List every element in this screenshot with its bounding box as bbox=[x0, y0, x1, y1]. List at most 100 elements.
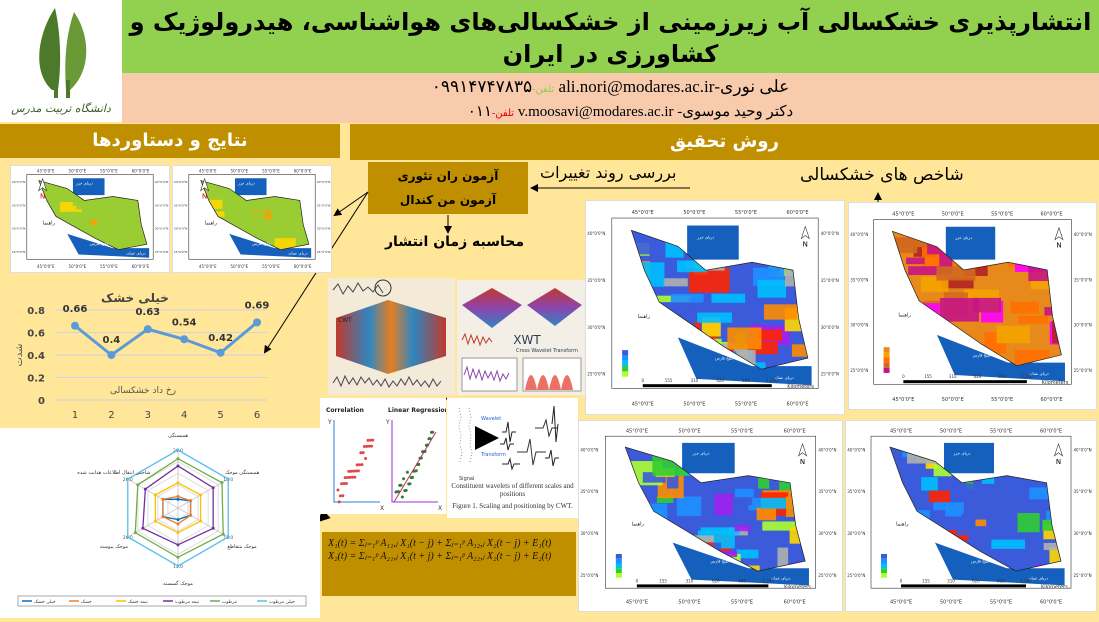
scatter-point bbox=[342, 482, 346, 486]
lon-tick: 60°0'0"E bbox=[787, 401, 809, 407]
lat-tick: 35°0'0"N bbox=[821, 278, 839, 283]
caspian-label: دریای خزر bbox=[692, 450, 710, 455]
legend-color bbox=[622, 355, 629, 361]
scatter-point bbox=[336, 488, 340, 492]
radar-point bbox=[211, 526, 215, 530]
radar-axis-label: موجک پیوسته bbox=[100, 544, 129, 550]
lon-tick: 60°0'0"E bbox=[1040, 599, 1062, 605]
radar-point bbox=[176, 448, 180, 452]
lon-tick: 55°0'0"E bbox=[100, 264, 118, 269]
arrow-to-maps bbox=[333, 191, 369, 217]
legend-label: نیمه مرطوب bbox=[175, 600, 199, 605]
north-label: N bbox=[40, 193, 45, 201]
oman-label: دریای عمان bbox=[126, 251, 146, 256]
scale-tick: 620 bbox=[972, 578, 980, 583]
regression-axes bbox=[391, 420, 438, 503]
gulf-label: خلیج فارس bbox=[90, 241, 109, 246]
scatter-point bbox=[359, 451, 363, 455]
scatter-point bbox=[356, 469, 360, 473]
trend-review-label: بررسی روند تغییرات bbox=[540, 163, 677, 182]
wavelet-label: Wavelet bbox=[481, 416, 501, 422]
map-cell bbox=[961, 513, 975, 529]
lon-tick: 50°0'0"E bbox=[942, 211, 964, 217]
map-cell bbox=[996, 325, 1030, 344]
lat-tick: 30°0'0"N bbox=[12, 227, 26, 231]
lat-tick: 30°0'0"N bbox=[580, 531, 598, 536]
legend-color bbox=[881, 573, 887, 578]
lon-tick: 55°0'0"E bbox=[262, 168, 280, 173]
legend-title: راهنما bbox=[205, 220, 218, 226]
cwt-illustration: CWT bbox=[328, 278, 455, 395]
north-label: N bbox=[202, 193, 207, 201]
map-cell bbox=[700, 527, 740, 535]
lat-tick: 35°0'0"N bbox=[850, 277, 868, 282]
country-border bbox=[200, 180, 310, 251]
lat-tick: 25°0'0"N bbox=[1074, 573, 1092, 578]
y-tick-label: 0.2 bbox=[27, 374, 45, 385]
author-email[interactable]: v.moosavi@modares.ac.ir bbox=[517, 104, 674, 120]
map-cell bbox=[59, 202, 83, 212]
lon-tick: 50°0'0"E bbox=[942, 397, 964, 403]
persian-gulf bbox=[935, 542, 1065, 586]
map-cell bbox=[768, 261, 780, 276]
lon-tick: 60°0'0"E bbox=[1040, 428, 1062, 434]
lat-tick: 40°0'0"N bbox=[1074, 232, 1092, 237]
north-label: N bbox=[1056, 458, 1061, 466]
legend-color bbox=[622, 360, 629, 367]
scale-tick: 310 bbox=[949, 374, 957, 379]
radar-point bbox=[136, 483, 140, 487]
scale-bar bbox=[642, 384, 772, 388]
scatter-point bbox=[404, 488, 408, 492]
north-arrow-icon bbox=[797, 442, 808, 457]
persian-gulf bbox=[67, 233, 150, 258]
signal-label: Signal bbox=[459, 476, 474, 482]
x-axis-label: X bbox=[380, 505, 384, 512]
author-1: علی نوری-ali.nori@modares.ac.ir تلفن-۰۹۹… bbox=[122, 76, 1099, 101]
radar-chart-panel: همبستگی20.0همبستگی موجک18.0موجک متقاطع18… bbox=[0, 428, 320, 618]
results-heading: نتایج و دستاوردها bbox=[0, 124, 340, 158]
lat-tick: 40°0'0"N bbox=[587, 231, 605, 236]
logo-text: دانشگاه تربیت مدرس bbox=[11, 102, 111, 115]
scale-tick: 930 bbox=[742, 378, 750, 383]
x-tick-label: 6 bbox=[254, 410, 260, 421]
x-tick-label: 3 bbox=[145, 410, 151, 421]
x-axis-label: رخ داد خشکسالی bbox=[110, 386, 176, 396]
scatter-point bbox=[405, 470, 409, 474]
caspian-label: دریای خزر bbox=[75, 181, 93, 186]
gulf-label: خلیج فارس bbox=[711, 559, 730, 564]
scatter-point bbox=[366, 438, 370, 442]
lat-tick: 30°0'0"N bbox=[818, 531, 836, 536]
legend-color bbox=[883, 357, 890, 363]
scatter-point bbox=[408, 482, 412, 486]
map-cell bbox=[247, 211, 266, 222]
run-theory-test: آزمون ران تئوری bbox=[397, 169, 499, 183]
lat-tick: 35°0'0"N bbox=[1074, 489, 1092, 494]
north-arrow-icon bbox=[800, 225, 810, 240]
lat-tick: 40°0'0"N bbox=[818, 447, 836, 452]
lon-tick: 45°0'0"E bbox=[626, 428, 648, 434]
author-email[interactable]: ali.nori@modares.ac.ir bbox=[558, 77, 715, 96]
caspian-sea bbox=[944, 442, 994, 474]
lon-tick: 60°0'0"E bbox=[784, 428, 806, 434]
lon-tick: 55°0'0"E bbox=[991, 211, 1013, 217]
scale-tick: 930 bbox=[997, 578, 1005, 583]
x-tick-label: 4 bbox=[181, 410, 187, 421]
oman-label: دریای عمان bbox=[1029, 576, 1049, 581]
oman-label: دریای عمان bbox=[288, 251, 308, 256]
xwt-illustration: XWT Cross Wavelet Transform bbox=[457, 280, 585, 395]
scatter-point bbox=[340, 482, 344, 486]
lat-tick: 25°0'0"N bbox=[821, 372, 839, 377]
lon-tick: 60°0'0"E bbox=[784, 599, 806, 605]
map-cell bbox=[124, 223, 147, 237]
cwt-label: CWT bbox=[338, 317, 352, 324]
legend-title: راهنما bbox=[896, 522, 909, 528]
lon-tick: 60°0'0"E bbox=[1041, 397, 1063, 403]
scale-bar bbox=[901, 584, 1026, 588]
transform-label: Transform bbox=[480, 452, 506, 458]
x-tick-label: 5 bbox=[217, 410, 223, 421]
radar-spoke bbox=[127, 478, 179, 509]
scale-tick: 310 bbox=[686, 578, 694, 583]
map-cell bbox=[274, 238, 296, 250]
north-arrow-icon bbox=[200, 177, 210, 192]
radar-spoke bbox=[177, 478, 229, 509]
